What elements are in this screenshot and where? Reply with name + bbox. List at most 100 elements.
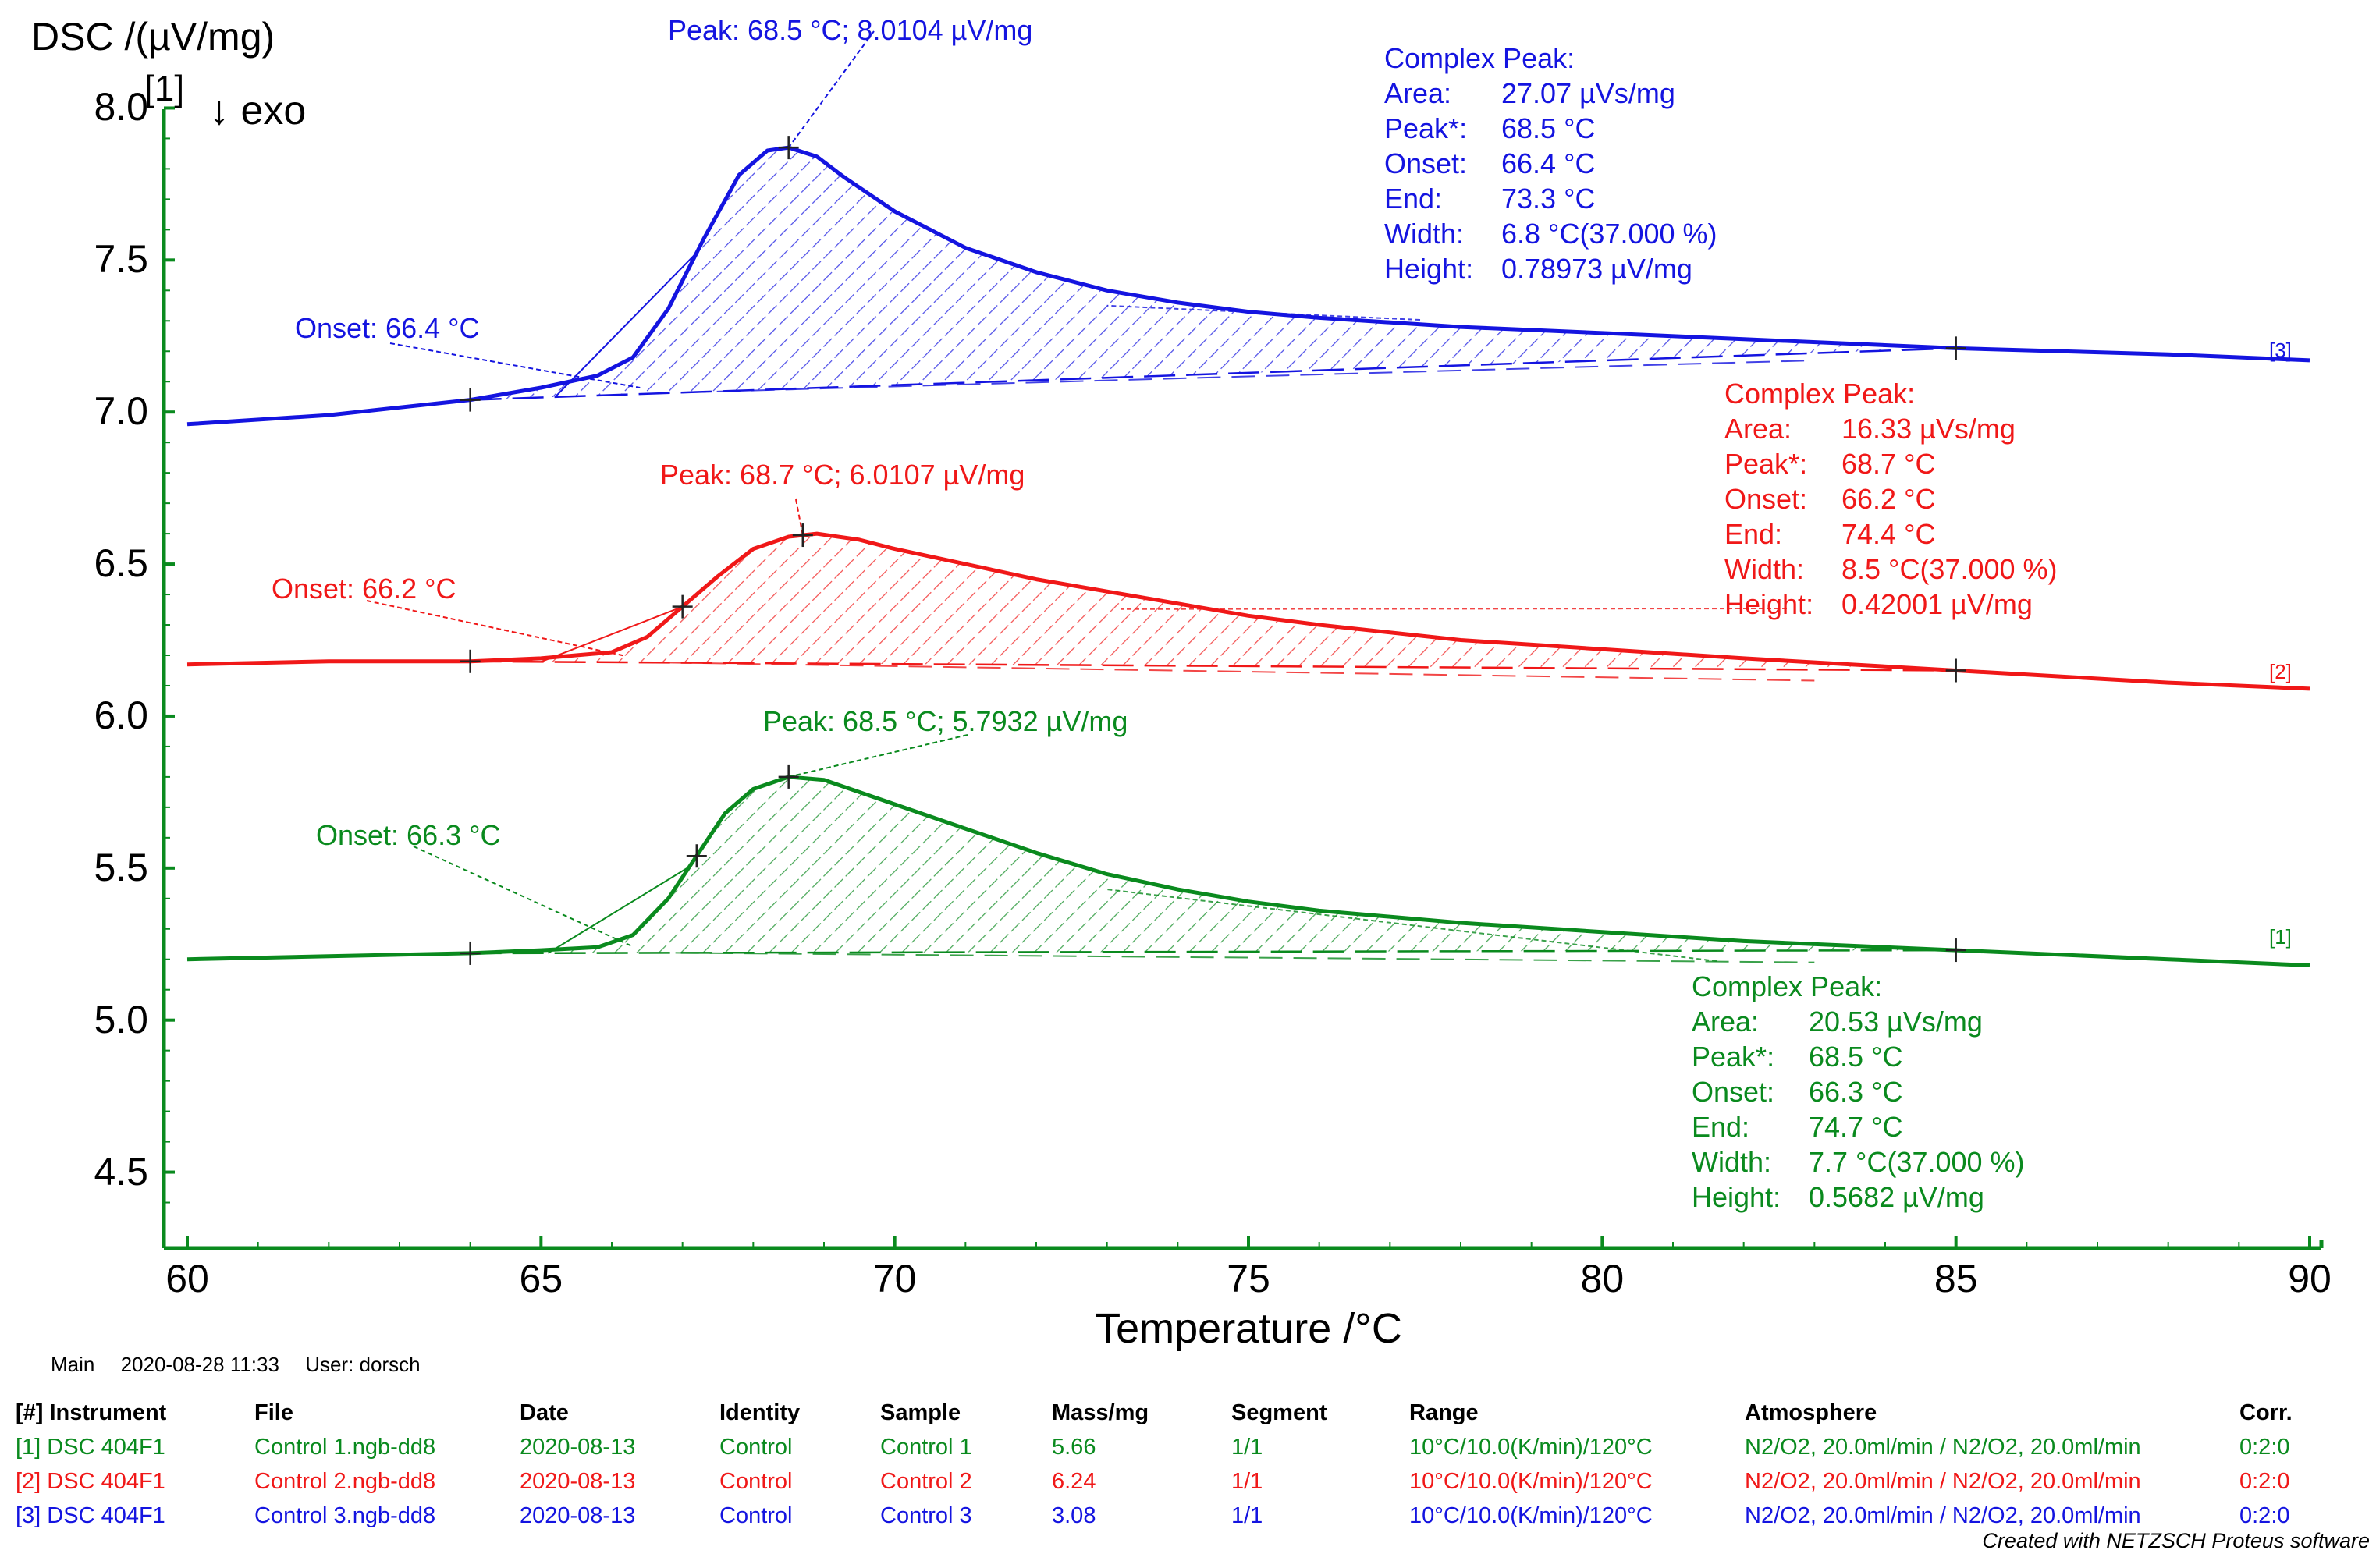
- curve-series-[2]: [186, 531, 2310, 691]
- complex-peak-value: 6.8 °C(37.000 %): [1501, 218, 1717, 250]
- complex-peak-row: Width: 8.5 °C(37.000 %): [1724, 552, 2058, 587]
- table-cell: N2/O2, 20.0ml/min / N2/O2, 20.0ml/min: [1745, 1503, 2141, 1528]
- table-cell: Control: [719, 1435, 793, 1460]
- complex-peak-title: Complex Peak:: [1724, 378, 1916, 410]
- complex-peak-title: Complex Peak:: [1384, 42, 1575, 74]
- table-cell: Control 2.ngb-dd8: [254, 1469, 436, 1494]
- complex-peak-title: Complex Peak:: [1692, 970, 1883, 1002]
- table-cell: Control: [719, 1469, 793, 1494]
- table-cell: 0:2:0: [2239, 1435, 2290, 1460]
- complex-peak-row: End: 74.4 °C: [1724, 516, 2058, 552]
- end-tangent-s3: [682, 359, 1815, 394]
- onset-label-series-3: Onset: 66.4 °C: [295, 312, 480, 344]
- table-header-cell: Segment: [1231, 1400, 1327, 1425]
- complex-peak-key: Area:: [1384, 77, 1452, 109]
- onset-tangent-s3: [554, 252, 698, 398]
- complex-peak-key: Width:: [1384, 218, 1465, 250]
- table-header-cell: Date: [520, 1400, 569, 1425]
- complex-peak-key: Onset:: [1384, 147, 1468, 179]
- complex-peak-key: Peak*:: [1384, 112, 1468, 144]
- end-tangent-s2: [668, 662, 1815, 682]
- table-cell: Control 3.ngb-dd8: [254, 1503, 436, 1528]
- table-header-cell: Atmosphere: [1745, 1400, 1877, 1425]
- complex-peak-row: Width: 7.7 °C(37.000 %): [1692, 1144, 2025, 1180]
- measurement-meta: Main 2020-08-28 11:33 User: dorsch: [51, 1353, 441, 1377]
- complex-peak-value: 73.3 °C: [1501, 183, 1596, 215]
- complex-peak-key: Area:: [1724, 413, 1792, 445]
- complex-peak-value: 27.07 µVs/mg: [1501, 77, 1675, 109]
- table-header-cell: [#] Instrument: [16, 1400, 167, 1425]
- table-cell: [3] DSC 404F1: [16, 1503, 165, 1528]
- complex-peak-key: Height:: [1692, 1181, 1781, 1213]
- complex-peak-value: 16.33 µVs/mg: [1841, 413, 2016, 445]
- onset-tangent-s1: [547, 866, 691, 954]
- complex-peak-row: Onset: 66.3 °C: [1692, 1074, 2025, 1109]
- x-tick-label: 80: [1580, 1257, 1625, 1300]
- complex-peak-row: Onset: 66.4 °C: [1384, 146, 1717, 181]
- x-tick-label: 75: [1227, 1257, 1270, 1300]
- peak-area-s2: [470, 534, 1956, 671]
- table-cell: 2020-08-13: [520, 1503, 636, 1528]
- y-tick-label: 8.0: [94, 85, 148, 129]
- complex-peak-key: Area:: [1692, 1006, 1760, 1038]
- curve-series-[3]: [186, 145, 2310, 427]
- complex-peak-value: 68.5 °C: [1809, 1041, 1903, 1073]
- table-cell: 1/1: [1231, 1435, 1263, 1460]
- complex-peak-row: Area: 20.53 µVs/mg: [1692, 1004, 2025, 1039]
- peak-leader-s1: [788, 734, 968, 778]
- complex-peak-key: Height:: [1384, 253, 1474, 285]
- y-tick-label: 7.0: [94, 389, 148, 434]
- x-tick-label: 90: [2288, 1257, 2332, 1300]
- complex-peak-value: 74.7 °C: [1809, 1111, 1903, 1143]
- complex-peak-value: 68.7 °C: [1841, 448, 1936, 480]
- y-axis-label: DSC /(µV/mg): [31, 15, 275, 59]
- complex-peak-key: End:: [1384, 183, 1443, 215]
- complex-peak-key: End:: [1724, 518, 1783, 550]
- table-header-cell: Corr.: [2239, 1400, 2293, 1425]
- x-tick-label: 85: [1934, 1257, 1978, 1300]
- baseline-s2: [470, 660, 1956, 672]
- complex-peak-key: Onset:: [1692, 1076, 1775, 1108]
- table-header-cell: Identity: [719, 1400, 801, 1425]
- y-axis-curve-tag: [1]: [144, 68, 185, 108]
- complex-peak-row: End: 74.7 °C: [1692, 1109, 2025, 1144]
- x-tick-label: 60: [165, 1257, 209, 1300]
- series-tag-3: [3]: [2269, 339, 2292, 362]
- table-cell: 10°C/10.0(K/min)/120°C: [1409, 1435, 1653, 1460]
- table-cell: N2/O2, 20.0ml/min / N2/O2, 20.0ml/min: [1745, 1435, 2141, 1460]
- exo-direction-label: ↓ exo: [209, 88, 307, 133]
- table-header-cell: Mass/mg: [1052, 1400, 1149, 1425]
- table-cell: 1/1: [1231, 1469, 1263, 1494]
- curve-series-[1]: [186, 775, 2310, 967]
- end-tangent-s1: [675, 952, 1815, 963]
- y-tick-label: 4.5: [94, 1149, 148, 1194]
- peak-label-series-1: Peak: 68.5 °C; 5.7932 µV/mg: [763, 705, 1128, 737]
- complex-peak-key: Width:: [1724, 553, 1805, 585]
- complex-peak-row: Width: 6.8 °C(37.000 %): [1384, 216, 1717, 251]
- onset-leader-s1: [413, 846, 634, 948]
- complex-peak-key: Peak*:: [1692, 1041, 1775, 1073]
- box-leader-s2: [1121, 608, 1788, 610]
- peak-leader-s3: [787, 30, 875, 148]
- complex-peak-box-series-1: Complex Peak: Area: 20.53 µVs/mg Peak*: 68.5…: [1692, 969, 2025, 1215]
- complex-peak-value: 7.7 °C(37.000 %): [1809, 1146, 2025, 1178]
- table-cell: 10°C/10.0(K/min)/120°C: [1409, 1469, 1653, 1494]
- table-cell: Control 1: [880, 1435, 972, 1460]
- complex-peak-value: 68.5 °C: [1501, 112, 1596, 144]
- table-header-cell: File: [254, 1400, 293, 1425]
- peak-area-s1: [470, 776, 1956, 953]
- complex-peak-value: 66.4 °C: [1501, 147, 1596, 179]
- complex-peak-row: Area: 27.07 µVs/mg: [1384, 76, 1717, 111]
- table-cell: Control 1.ngb-dd8: [254, 1435, 436, 1460]
- complex-peak-row: Height: 0.5682 µV/mg: [1692, 1180, 2025, 1215]
- complex-peak-key: Onset:: [1724, 483, 1808, 515]
- y-tick-label: 6.5: [94, 541, 148, 586]
- table-cell: 0:2:0: [2239, 1503, 2290, 1528]
- table-cell: 0:2:0: [2239, 1469, 2290, 1494]
- table-cell: N2/O2, 20.0ml/min / N2/O2, 20.0ml/min: [1745, 1469, 2141, 1494]
- complex-peak-row: End: 73.3 °C: [1384, 181, 1717, 216]
- table-cell: 3.08: [1052, 1503, 1096, 1528]
- complex-peak-row: Peak*: 68.5 °C: [1692, 1039, 2025, 1074]
- table-cell: [1] DSC 404F1: [16, 1435, 165, 1460]
